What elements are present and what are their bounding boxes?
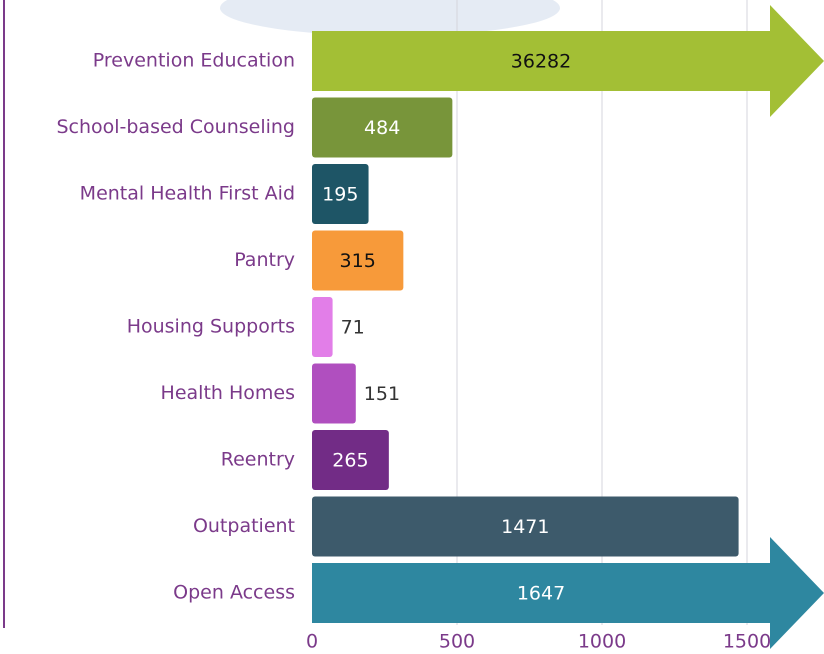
value-label: 265 [332,450,368,472]
bar [312,297,333,357]
category-label: Mental Health First Aid [80,183,295,205]
bar [312,364,356,424]
chart: 0 500 1000 1500 Prevention Education 36282 Sch… [0,0,824,654]
category-label: Reentry [221,449,295,471]
category-label: Housing Supports [127,316,295,338]
category-label: Health Homes [161,382,295,404]
value-label: 71 [341,317,365,339]
category-label: Outpatient [193,515,295,537]
category-label: Open Access [173,582,295,604]
category-label: Pantry [234,249,295,271]
overflow-arrow [770,537,824,649]
category-label: School-based Counseling [56,116,295,138]
value-label: 1471 [501,516,549,538]
value-label: 315 [340,250,376,272]
value-label: 151 [364,383,400,405]
plot-area: 0 500 1000 1500 Prevention Education 36282 Sch… [56,0,824,653]
overflow-arrow [770,5,824,117]
x-tick-label: 1000 [578,631,626,653]
x-tick-label: 1500 [723,631,771,653]
value-label: 195 [322,184,358,206]
x-tick-label: 500 [439,631,475,653]
category-label: Prevention Education [93,50,295,72]
value-label: 1647 [517,583,565,605]
x-tick-label: 0 [306,631,318,653]
value-label: 484 [364,117,400,139]
value-label: 36282 [511,51,571,73]
cloud-decoration [220,0,560,36]
